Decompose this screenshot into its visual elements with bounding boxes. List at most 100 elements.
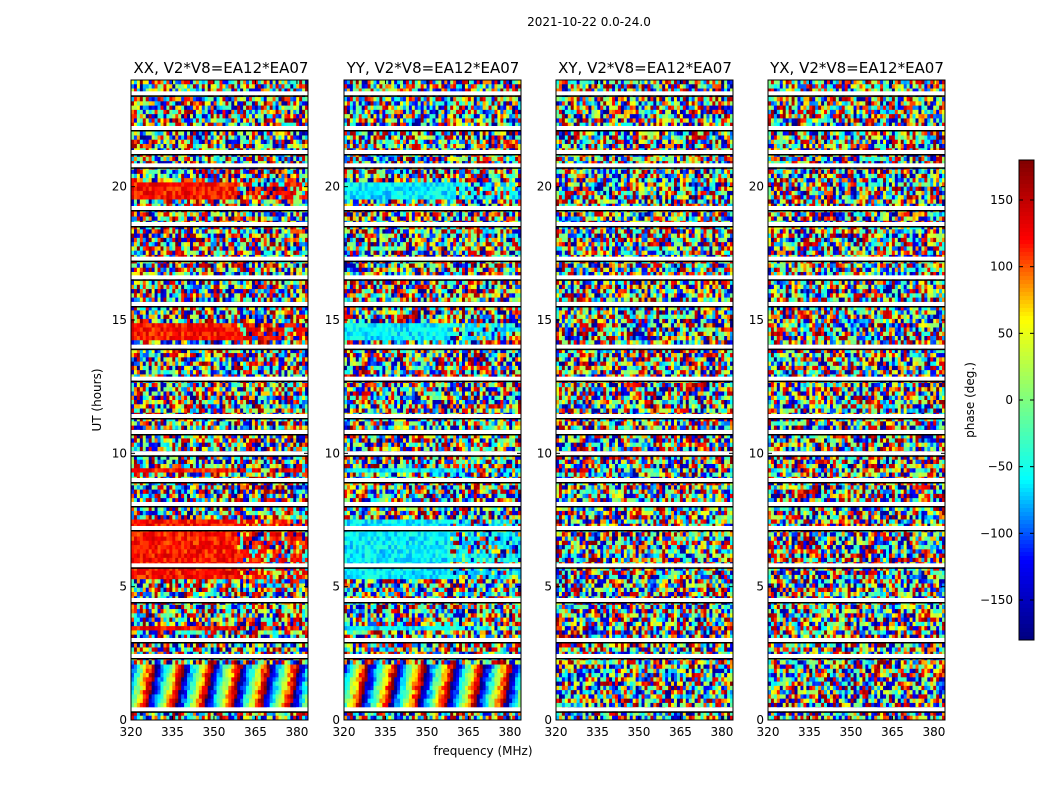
phase-cell	[166, 400, 170, 405]
phase-cell	[284, 408, 288, 414]
phase-cell	[281, 199, 285, 205]
phase-cell	[228, 233, 232, 239]
phase-cell	[284, 310, 288, 316]
phase-cell	[198, 387, 203, 392]
phase-cell	[269, 186, 273, 192]
phase-cell	[225, 114, 229, 119]
phase-cell	[293, 400, 297, 405]
phase-cell	[163, 246, 167, 252]
phase-cell	[131, 237, 135, 243]
phase-cell	[228, 263, 232, 269]
phase-cell	[201, 353, 206, 358]
phase-cell	[136, 353, 141, 358]
phase-cell	[169, 404, 173, 409]
phase-cell	[219, 395, 223, 401]
phase-cell	[192, 353, 197, 358]
phase-cell	[231, 382, 235, 388]
phase-cell	[181, 310, 185, 316]
phase-cell	[281, 173, 285, 179]
phase-cell	[151, 280, 155, 286]
phase-cell	[163, 310, 167, 316]
phase-cell	[249, 250, 253, 256]
phase-cell	[136, 80, 141, 85]
phase-cell	[133, 229, 138, 234]
phase-cell	[166, 348, 170, 354]
phase-cell	[287, 404, 291, 409]
phase-cell	[228, 336, 232, 341]
phase-cell	[163, 348, 167, 354]
phase-cell	[136, 101, 141, 106]
phase-cell	[222, 272, 226, 277]
phase-cell	[225, 229, 229, 234]
phase-cell	[163, 84, 167, 89]
phase-cell	[272, 293, 276, 298]
phase-cell	[272, 212, 276, 217]
phase-cell	[219, 195, 223, 200]
phase-cell	[243, 370, 247, 375]
phase-cell	[139, 88, 144, 94]
phase-cell	[184, 365, 188, 371]
phase-cell	[210, 199, 214, 205]
phase-cell	[296, 306, 300, 311]
phase-cell	[290, 293, 294, 298]
phase-cell	[225, 233, 229, 239]
phase-cell	[251, 118, 256, 124]
phase-cell	[225, 284, 229, 290]
phase-cell	[246, 97, 250, 102]
phase-cell	[204, 391, 209, 397]
phase-cell	[192, 97, 197, 102]
phase-cell	[201, 101, 206, 106]
phase-cell	[184, 195, 188, 200]
phase-cell	[157, 139, 161, 145]
phase-cell	[195, 348, 200, 354]
phase-cell	[175, 173, 179, 179]
phase-cell	[266, 135, 271, 141]
phase-cell	[216, 421, 220, 426]
phase-cell	[160, 118, 164, 124]
phase-cell	[225, 348, 229, 354]
phase-cell	[296, 242, 300, 247]
phase-cell	[181, 365, 185, 371]
phase-cell	[145, 97, 150, 102]
phase-cell	[305, 284, 309, 290]
phase-cell	[237, 109, 241, 115]
phase-cell	[287, 190, 291, 196]
phase-cell	[260, 122, 265, 128]
phase-cell	[136, 289, 141, 294]
phase-cell	[172, 122, 176, 128]
phase-cell	[160, 361, 164, 367]
phase-cell	[251, 97, 256, 102]
phase-cell	[290, 131, 294, 136]
phase-cell	[290, 178, 294, 183]
phase-cell	[296, 246, 300, 252]
phase-cell	[225, 387, 229, 392]
phase-cell	[148, 105, 153, 111]
phase-cell	[296, 289, 300, 294]
phase-cell	[201, 80, 206, 85]
phase-cell	[190, 237, 194, 243]
phase-cell	[281, 284, 285, 290]
phase-cell	[198, 216, 203, 222]
phase-cell	[272, 144, 276, 149]
phase-cell	[142, 250, 147, 256]
phase-cell	[299, 118, 303, 124]
phase-cell	[296, 272, 300, 277]
phase-cell	[272, 122, 276, 128]
phase-cell	[163, 195, 167, 200]
phase-cell	[131, 186, 135, 192]
phase-cell	[266, 178, 271, 183]
phase-cell	[133, 199, 138, 205]
phase-cell	[254, 293, 259, 298]
phase-cell	[284, 387, 288, 392]
phase-cell	[145, 421, 150, 426]
phase-cell	[290, 400, 294, 405]
phase-cell	[187, 370, 191, 375]
phase-cell	[210, 144, 214, 149]
phase-cell	[263, 425, 268, 431]
phase-cell	[234, 421, 238, 426]
phase-cell	[198, 318, 203, 324]
phase-cell	[296, 314, 300, 320]
phase-cell	[251, 331, 256, 337]
phase-cell	[166, 242, 170, 247]
phase-cell	[299, 361, 303, 367]
